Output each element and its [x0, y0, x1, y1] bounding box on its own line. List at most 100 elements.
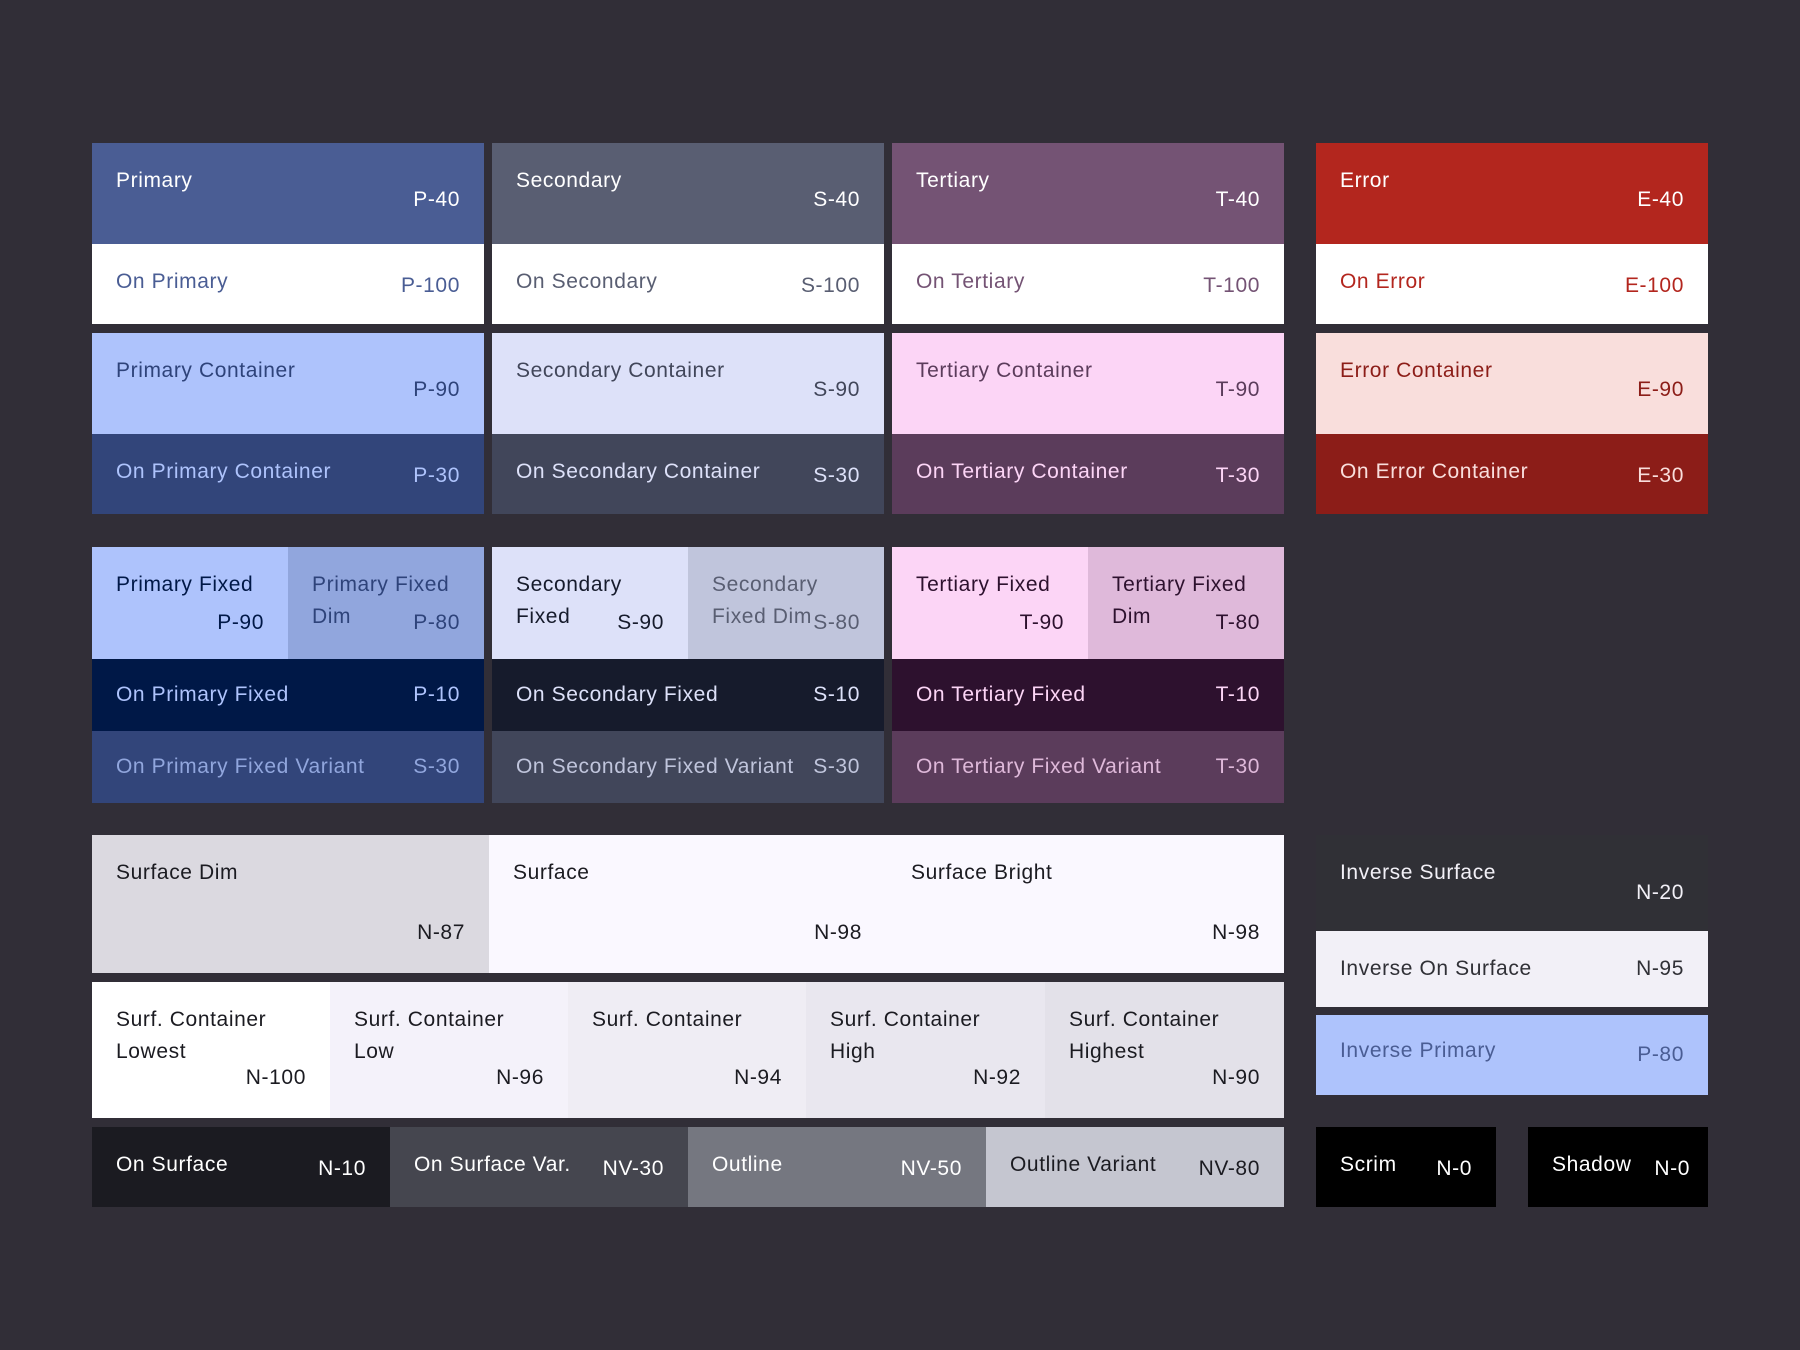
outline-variant-swatch[interactable]: Outline Variant NV-80: [986, 1127, 1284, 1207]
swatch-tone: N-0: [1654, 1157, 1690, 1180]
swatch-tone: N-94: [734, 1066, 782, 1089]
swatch-tone: P-10: [413, 683, 460, 706]
on-tertiary-fixed-variant-swatch[interactable]: On Tertiary Fixed Variant T-30: [892, 731, 1284, 803]
primary-container-swatch[interactable]: Primary Container P-90: [92, 333, 484, 434]
swatch-label: Inverse Surface: [1340, 861, 1497, 884]
swatch-tone: P-90: [217, 611, 264, 634]
swatch-label: On Tertiary Container: [916, 460, 1128, 483]
swatch-label: Secondary: [516, 169, 622, 192]
inverse-surface-swatch[interactable]: Inverse Surface N-20: [1316, 835, 1708, 931]
primary-fixed-dim-swatch[interactable]: Primary Fixed Dim P-80: [288, 547, 484, 659]
swatch-label: On Error Container: [1340, 460, 1529, 483]
surface-container-low-swatch[interactable]: Surf. Container Low N-96: [330, 982, 568, 1118]
swatch-label: Error Container: [1340, 359, 1493, 382]
swatch-tone: S-30: [813, 755, 860, 778]
swatch-tone: S-10: [813, 683, 860, 706]
swatch-tone: S-40: [813, 188, 860, 211]
on-tertiary-fixed-swatch[interactable]: On Tertiary Fixed T-10: [892, 659, 1284, 731]
on-surface-swatch[interactable]: On Surface N-10: [92, 1127, 390, 1207]
on-secondary-swatch[interactable]: On Secondary S-100: [492, 244, 884, 324]
swatch-label: Surface Dim: [116, 861, 239, 884]
error-swatch[interactable]: Error E-40: [1316, 143, 1708, 244]
swatch-label: Inverse On Surface: [1340, 957, 1532, 980]
swatch-tone: E-30: [1637, 464, 1684, 487]
swatch-tone: T-30: [1215, 464, 1260, 487]
surface-swatch[interactable]: Surface N-98: [489, 835, 886, 973]
tertiary-fixed-swatch[interactable]: Tertiary Fixed T-90: [892, 547, 1088, 659]
secondary-swatch[interactable]: Secondary S-40: [492, 143, 884, 244]
surface-container-high-swatch[interactable]: Surf. Container High N-92: [806, 982, 1045, 1118]
swatch-tone: T-30: [1215, 755, 1260, 778]
swatch-label: Error: [1340, 169, 1390, 192]
swatch-label: On Secondary Fixed: [516, 683, 719, 706]
secondary-fixed-dim-swatch[interactable]: Secondary Fixed Dim S-80: [688, 547, 884, 659]
swatch-label: Shadow: [1552, 1153, 1632, 1176]
swatch-label: Secondary Container: [516, 359, 725, 382]
swatch-label: Primary Container: [116, 359, 296, 382]
on-tertiary-container-swatch[interactable]: On Tertiary Container T-30: [892, 434, 1284, 514]
on-error-swatch[interactable]: On Error E-100: [1316, 244, 1708, 324]
swatch-tone: T-90: [1215, 378, 1260, 401]
on-tertiary-swatch[interactable]: On Tertiary T-100: [892, 244, 1284, 324]
swatch-label: On Tertiary: [916, 270, 1025, 293]
swatch-tone: P-100: [400, 274, 460, 297]
outline-swatch[interactable]: Outline NV-50: [688, 1127, 986, 1207]
swatch-label: Scrim: [1340, 1153, 1397, 1176]
swatch-tone: P-80: [1637, 1043, 1684, 1066]
swatch-label: Surf. Container Highest: [1069, 1008, 1220, 1063]
on-secondary-fixed-swatch[interactable]: On Secondary Fixed S-10: [492, 659, 884, 731]
swatch-label: On Surface Var.: [414, 1153, 571, 1176]
swatch-tone: S-100: [800, 274, 860, 297]
surface-container-lowest-swatch[interactable]: Surf. Container Lowest N-100: [92, 982, 330, 1118]
on-error-container-swatch[interactable]: On Error Container E-30: [1316, 434, 1708, 514]
swatch-tone: T-100: [1203, 274, 1260, 297]
swatch-label: On Secondary Fixed Variant: [516, 755, 794, 778]
inverse-on-surface-swatch[interactable]: Inverse On Surface N-95: [1316, 931, 1708, 1007]
swatch-tone: N-98: [1212, 921, 1260, 944]
on-primary-fixed-variant-swatch[interactable]: On Primary Fixed Variant S-30: [92, 731, 484, 803]
swatch-label: On Primary Fixed Variant: [116, 755, 365, 778]
surface-dim-swatch[interactable]: Surface Dim N-87: [92, 835, 489, 973]
swatch-label: Surf. Container High: [830, 1008, 981, 1063]
swatch-label: Tertiary Fixed Dim: [1112, 573, 1247, 628]
swatch-tone: S-90: [617, 611, 664, 634]
swatch-tone: N-96: [496, 1066, 544, 1089]
surface-container-highest-swatch[interactable]: Surf. Container Highest N-90: [1045, 982, 1284, 1118]
swatch-tone: S-80: [813, 611, 860, 634]
tertiary-container-swatch[interactable]: Tertiary Container T-90: [892, 333, 1284, 434]
error-container-swatch[interactable]: Error Container E-90: [1316, 333, 1708, 434]
tertiary-fixed-dim-swatch[interactable]: Tertiary Fixed Dim T-80: [1088, 547, 1284, 659]
swatch-label: Secondary Fixed: [516, 573, 622, 628]
swatch-tone: E-90: [1637, 378, 1684, 401]
scrim-swatch[interactable]: Scrim N-0: [1316, 1127, 1496, 1207]
surface-bright-swatch[interactable]: Surface Bright N-98: [886, 835, 1284, 973]
on-secondary-fixed-variant-swatch[interactable]: On Secondary Fixed Variant S-30: [492, 731, 884, 803]
primary-fixed-swatch[interactable]: Primary Fixed P-90: [92, 547, 288, 659]
on-primary-fixed-swatch[interactable]: On Primary Fixed P-10: [92, 659, 484, 731]
swatch-tone: S-30: [413, 755, 460, 778]
on-primary-swatch[interactable]: On Primary P-100: [92, 244, 484, 324]
swatch-label: Primary Fixed Dim: [312, 573, 450, 628]
swatch-label: Surf. Container Low: [354, 1008, 505, 1063]
secondary-fixed-swatch[interactable]: Secondary Fixed S-90: [492, 547, 688, 659]
swatch-label: Primary Fixed: [116, 573, 254, 596]
swatch-tone: N-98: [814, 921, 862, 944]
primary-swatch[interactable]: Primary P-40: [92, 143, 484, 244]
swatch-label: Outline Variant: [1010, 1153, 1157, 1176]
inverse-primary-swatch[interactable]: Inverse Primary P-80: [1316, 1015, 1708, 1095]
swatch-label: Surf. Container: [592, 1008, 743, 1031]
swatch-label: On Primary Container: [116, 460, 332, 483]
swatch-label: On Tertiary Fixed Variant: [916, 755, 1162, 778]
shadow-swatch[interactable]: Shadow N-0: [1528, 1127, 1708, 1207]
on-primary-container-swatch[interactable]: On Primary Container P-30: [92, 434, 484, 514]
swatch-tone: N-100: [245, 1066, 306, 1089]
secondary-container-swatch[interactable]: Secondary Container S-90: [492, 333, 884, 434]
swatch-tone: S-30: [813, 464, 860, 487]
swatch-tone: T-90: [1019, 611, 1064, 634]
on-surface-variant-swatch[interactable]: On Surface Var. NV-30: [390, 1127, 688, 1207]
surface-container-swatch[interactable]: Surf. Container N-94: [568, 982, 806, 1118]
on-secondary-container-swatch[interactable]: On Secondary Container S-30: [492, 434, 884, 514]
tertiary-swatch[interactable]: Tertiary T-40: [892, 143, 1284, 244]
swatch-tone: N-87: [417, 921, 465, 944]
swatch-tone: N-0: [1436, 1157, 1472, 1180]
